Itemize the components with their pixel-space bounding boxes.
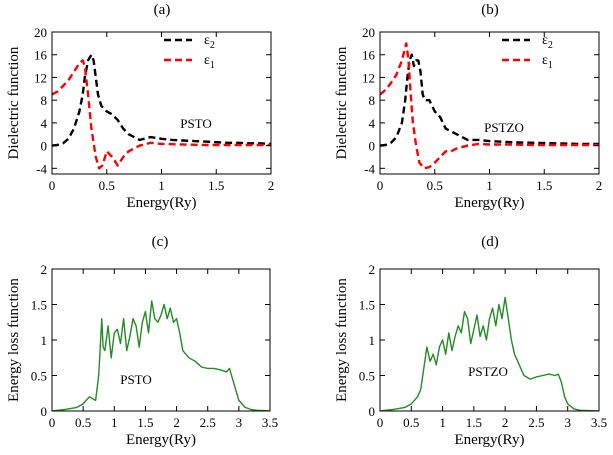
y-tick-label: 2 [41,262,48,277]
y-tick-label: 0.5 [359,369,375,384]
panel-annotation: PSTZO [484,120,524,135]
y-tick-label: -4 [36,161,47,176]
panel-label: (d) [481,234,499,250]
y-tick-label: 1.5 [359,298,375,313]
panel-annotation: PSTO [120,372,152,387]
x-tick-label: 3 [564,415,571,430]
x-tick-label: 2 [502,415,509,430]
x-tick-label: 3.5 [262,415,278,430]
y-axis-label: Dielectric function [334,46,350,159]
x-tick-label: 1 [439,415,446,430]
y-tick-label: 20 [34,25,47,40]
y-tick-label: 16 [34,48,48,63]
x-tick-label: 1 [111,415,118,430]
panel-label: (a) [154,2,171,18]
x-axis-label: Energy(Ry) [127,195,197,211]
chart-panel-c: 0 0.5 1 1.5 2 2.5 3 3.5 0 0.5 1 1.5 2 Energy(Ry) Energ… [6,234,278,448]
x-tick-label: 0.5 [427,178,443,193]
x-tick-label: 1 [486,178,493,193]
x-tick-label: 0.5 [99,178,115,193]
x-tick-label: 1.5 [208,178,224,193]
x-axis-label: Energy(Ry) [455,195,525,211]
x-tick-label: 2.5 [528,415,544,430]
x-axis-label: Energy(Ry) [455,432,525,448]
panel-annotation: PSTO [180,116,212,131]
series-line-b-1 [380,42,599,170]
y-tick-label: 12 [34,70,47,85]
x-tick-label: 3 [236,415,243,430]
y-tick-label: 4 [369,116,376,131]
y-tick-label: -4 [364,161,375,176]
x-tick-label: 0.5 [403,415,419,430]
x-tick-label: 2 [596,178,603,193]
y-tick-label: 1.5 [31,298,47,313]
x-tick-label: 1.5 [536,178,552,193]
legend-label: ε2 [542,33,553,51]
y-tick-label: 0 [369,139,376,154]
x-tick-label: 1.5 [137,415,153,430]
chart-panel-d: 0 0.5 1 1.5 2 2.5 3 3.5 0 0.5 1 1.5 2 Energy(Ry) Energ… [334,234,607,448]
x-tick-label: 1.5 [466,415,482,430]
series-line-a-1 [52,59,271,170]
x-tick-label: 2 [173,415,180,430]
x-tick-label: 1 [158,178,165,193]
x-tick-label: 0.5 [75,415,91,430]
y-tick-label: 2 [369,262,376,277]
x-tick-label: 0 [49,415,56,430]
panel-annotation: PSTZO [468,364,508,379]
y-tick-label: 12 [362,70,375,85]
y-tick-label: 0 [41,404,48,419]
y-tick-label: 8 [369,93,376,108]
legend-label: ε1 [542,53,553,71]
y-tick-label: 1 [369,333,376,348]
x-tick-label: 0 [49,178,56,193]
y-tick-label: 16 [362,48,376,63]
y-tick-label: 8 [41,93,48,108]
panel-label: (b) [481,2,499,18]
series-line-d-0 [380,296,599,411]
plot-frame [379,268,600,412]
plot-frame [379,31,600,175]
chart-panel-b: 0 0.5 1 1.5 2-4048121620Energy(Ry)Dielectric… [334,2,602,211]
y-tick-label: 0 [369,404,376,419]
y-tick-label: 20 [362,25,375,40]
x-tick-label: 2.5 [200,415,216,430]
y-tick-label: 4 [41,116,48,131]
x-tick-label: 2 [268,178,275,193]
panel-label: (c) [152,234,169,250]
x-tick-label: 0 [377,178,384,193]
y-tick-label: 1 [41,333,48,348]
series-line-c-0 [52,300,270,411]
x-axis-label: Energy(Ry) [126,432,196,448]
y-tick-label: 0 [41,139,48,154]
y-axis-label: Energy loss function [334,278,350,402]
plot-frame [51,31,272,175]
series-line-a-0 [52,53,271,147]
x-tick-label: 3.5 [591,415,607,430]
legend-label: ε2 [204,33,215,51]
legend-label: ε1 [204,53,215,71]
chart-panel-a: 0 0.5 1 1.5 2-4048121620Energy(Ry)Dielectric… [6,2,274,211]
x-tick-label: 0 [377,415,384,430]
plot-frame [51,268,271,412]
y-axis-label: Dielectric function [6,46,22,159]
series-line-b-0 [380,53,599,147]
y-tick-label: 0.5 [31,369,47,384]
y-axis-label: Energy loss function [6,278,22,402]
